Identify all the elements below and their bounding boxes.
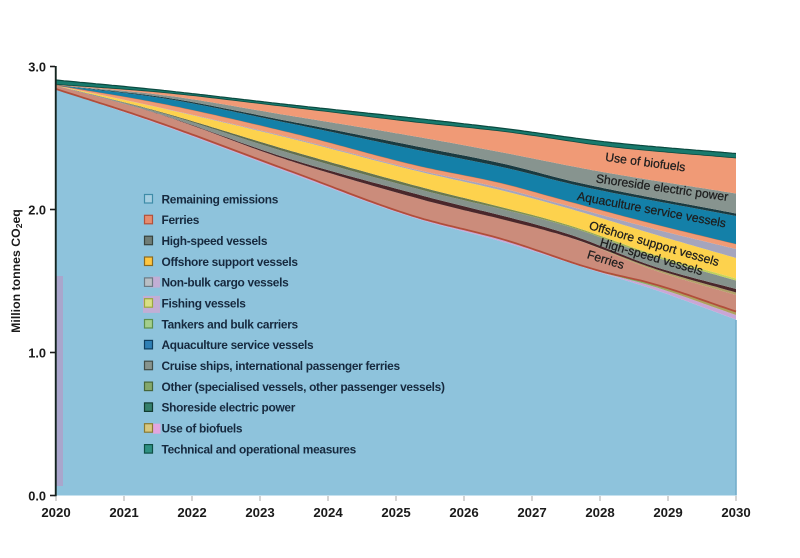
svg-text:3.0: 3.0: [28, 60, 46, 75]
svg-text:2029: 2029: [653, 505, 682, 520]
svg-text:1.0: 1.0: [28, 346, 46, 361]
svg-text:2022: 2022: [177, 505, 206, 520]
svg-text:2025: 2025: [381, 505, 410, 520]
svg-text:2024: 2024: [313, 505, 343, 520]
svg-text:2030: 2030: [721, 505, 750, 520]
svg-text:Ferries: Ferries: [162, 213, 200, 227]
svg-text:Use of biofuels: Use of biofuels: [162, 422, 243, 436]
svg-text:2023: 2023: [245, 505, 274, 520]
svg-text:Tankers and bulk carriers: Tankers and bulk carriers: [162, 317, 299, 331]
svg-text:2026: 2026: [449, 505, 478, 520]
svg-text:2.0: 2.0: [28, 203, 46, 218]
svg-text:2027: 2027: [517, 505, 546, 520]
svg-text:Aquaculture service vessels: Aquaculture service vessels: [162, 338, 315, 352]
svg-text:Offshore support vessels: Offshore support vessels: [162, 255, 299, 269]
svg-text:Million tonnes CO2eq: Million tonnes CO2eq: [9, 209, 24, 333]
svg-text:2020: 2020: [41, 505, 70, 520]
svg-text:0.0: 0.0: [28, 489, 46, 504]
svg-text:Fishing vessels: Fishing vessels: [162, 297, 247, 311]
svg-text:Other (specialised vessels, ot: Other (specialised vessels, other passen…: [162, 380, 445, 394]
svg-text:Remaining emissions: Remaining emissions: [162, 192, 279, 206]
svg-text:Shoreside electric power: Shoreside electric power: [162, 401, 296, 415]
svg-text:High-speed vessels: High-speed vessels: [162, 234, 268, 248]
svg-text:Technical and operational meas: Technical and operational measures: [162, 442, 357, 456]
svg-text:2021: 2021: [109, 505, 138, 520]
svg-text:Non-bulk cargo vessels: Non-bulk cargo vessels: [162, 276, 290, 290]
svg-text:2028: 2028: [585, 505, 614, 520]
svg-text:Cruise ships, international pa: Cruise ships, international passenger fe…: [162, 359, 401, 373]
